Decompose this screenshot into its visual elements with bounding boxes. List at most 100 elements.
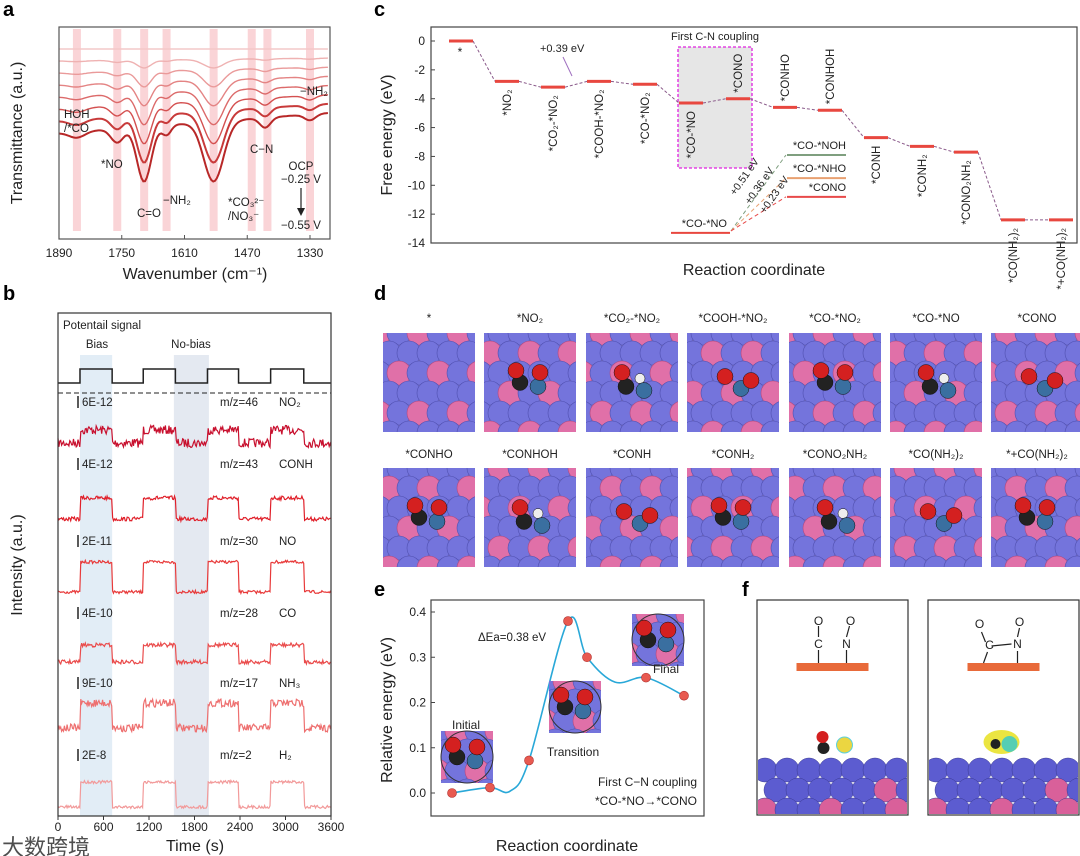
blue-atom [586, 555, 605, 567]
blue-atom [973, 496, 982, 520]
blue-atom [862, 380, 881, 406]
ms-trace [57, 494, 332, 524]
pink-atom [1064, 515, 1080, 541]
adsorbate-atom [742, 372, 760, 389]
pink-atom [567, 536, 576, 560]
blue-atom [802, 420, 828, 432]
connector-line [472, 40, 1049, 221]
blue-atom [963, 555, 982, 567]
blue-atom [686, 662, 710, 686]
species-label: NO₂ [279, 397, 301, 409]
step-label: *CO₂-*NO₂ [548, 95, 560, 151]
blue-atom [963, 515, 982, 541]
blue-atom [557, 515, 576, 541]
absorption-band [162, 29, 171, 231]
adsorbate-atom [515, 513, 533, 530]
blue-atom [648, 661, 668, 666]
pink-atom [525, 799, 549, 823]
blue-atom [696, 602, 720, 626]
state-circle [548, 680, 602, 734]
blue-atom [659, 475, 678, 501]
panel-label-a: a [3, 0, 15, 21]
structure-label: *CONHO [405, 449, 452, 461]
pink-atom [416, 555, 442, 567]
plot-frame [430, 26, 1078, 244]
spectrum-line [58, 102, 328, 164]
adsorbate-atom [406, 497, 424, 514]
structure-image [441, 731, 549, 823]
blue-atom [1004, 420, 1030, 432]
carbon-atom [817, 742, 830, 754]
pink-atom [740, 420, 766, 432]
structure-label: *CONH [613, 449, 651, 461]
blue-atom [789, 420, 808, 432]
inset-level-label: *CONO [809, 182, 847, 194]
x-tick-label: 0 [55, 820, 62, 834]
pink-atom [818, 797, 844, 814]
inset-connector [730, 196, 787, 232]
panel-label-f: f [742, 579, 749, 601]
blue-atom [586, 420, 605, 432]
mz-label: m/z=30 [220, 536, 258, 548]
adsorbate-atom [838, 517, 856, 534]
blue-atom [726, 702, 750, 726]
inset-level-label: *CO-*NHO [793, 163, 847, 175]
blue-atom [626, 702, 650, 726]
mz-label: m/z=43 [220, 459, 258, 471]
y-tick-label: -6 [414, 121, 425, 135]
atoms [890, 468, 982, 567]
absorption-band [306, 29, 314, 231]
blue-atom [706, 702, 730, 726]
y-tick-label: -2 [414, 63, 425, 77]
structure-label: *CONO [1018, 313, 1057, 325]
y-tick-label: -10 [408, 178, 426, 192]
blue-atom [456, 340, 475, 366]
x-tick-label: 1330 [297, 246, 324, 260]
panel-a-ir-spectra: 1890 1750 1610 1470 1330 Wavenumber (cm⁻¹) Tra… [9, 26, 331, 283]
y-axis-label: Relative energy (eV) [379, 637, 396, 783]
pink-atom [716, 682, 740, 706]
y-tick-label: 0 [418, 34, 425, 48]
atoms [484, 468, 576, 567]
structure-image [789, 333, 881, 432]
x-axis-label: Wavenumber (cm⁻¹) [123, 266, 268, 283]
blue-atom [668, 661, 684, 666]
blue-atom [1011, 797, 1037, 814]
blue-atom [456, 380, 475, 406]
blue-atom [686, 622, 710, 646]
species-label: H₂ [279, 750, 292, 762]
mz-label: m/z=17 [220, 678, 258, 690]
blue-atom [646, 702, 670, 726]
pink-atom [700, 420, 726, 432]
ms-trace [57, 697, 332, 734]
structure-image [484, 333, 576, 432]
blue-atom [669, 361, 678, 385]
structure-label: *CONHOH [502, 449, 558, 461]
panel-b-ms-signals: Potentail signal Bias No-bias 6E-12 m/z=46 NO… [9, 312, 345, 855]
absorption-band [140, 29, 149, 231]
adsorbate-atom [552, 686, 570, 704]
pink-atom [884, 797, 907, 814]
data-point [563, 616, 573, 626]
structure-image [890, 333, 982, 432]
blue-atom [973, 401, 982, 425]
mz-label: m/z=46 [220, 397, 258, 409]
blue-atom [991, 555, 1010, 567]
blue-atom [441, 778, 457, 783]
blue-atom [840, 797, 866, 814]
pink-atom [557, 420, 576, 432]
x-tick-label: 1200 [136, 820, 163, 834]
atoms [789, 468, 881, 567]
blue-atom [991, 420, 1010, 432]
panel-e-energy-barrier: Initial Transition Final ΔEa=0.38 eV First C… [379, 599, 750, 855]
highlight-label: First C-N coupling [671, 31, 759, 43]
state-structure [548, 680, 602, 734]
blue-atom [760, 340, 779, 366]
adsorbate-atom [820, 513, 838, 530]
atoms [626, 602, 750, 726]
x-tick-label: 2400 [227, 820, 254, 834]
atoms [441, 731, 549, 823]
structure-image [549, 681, 601, 733]
structure-label: *COOH-*NO₂ [699, 313, 768, 325]
potential-label: −0.25 V [281, 174, 321, 186]
